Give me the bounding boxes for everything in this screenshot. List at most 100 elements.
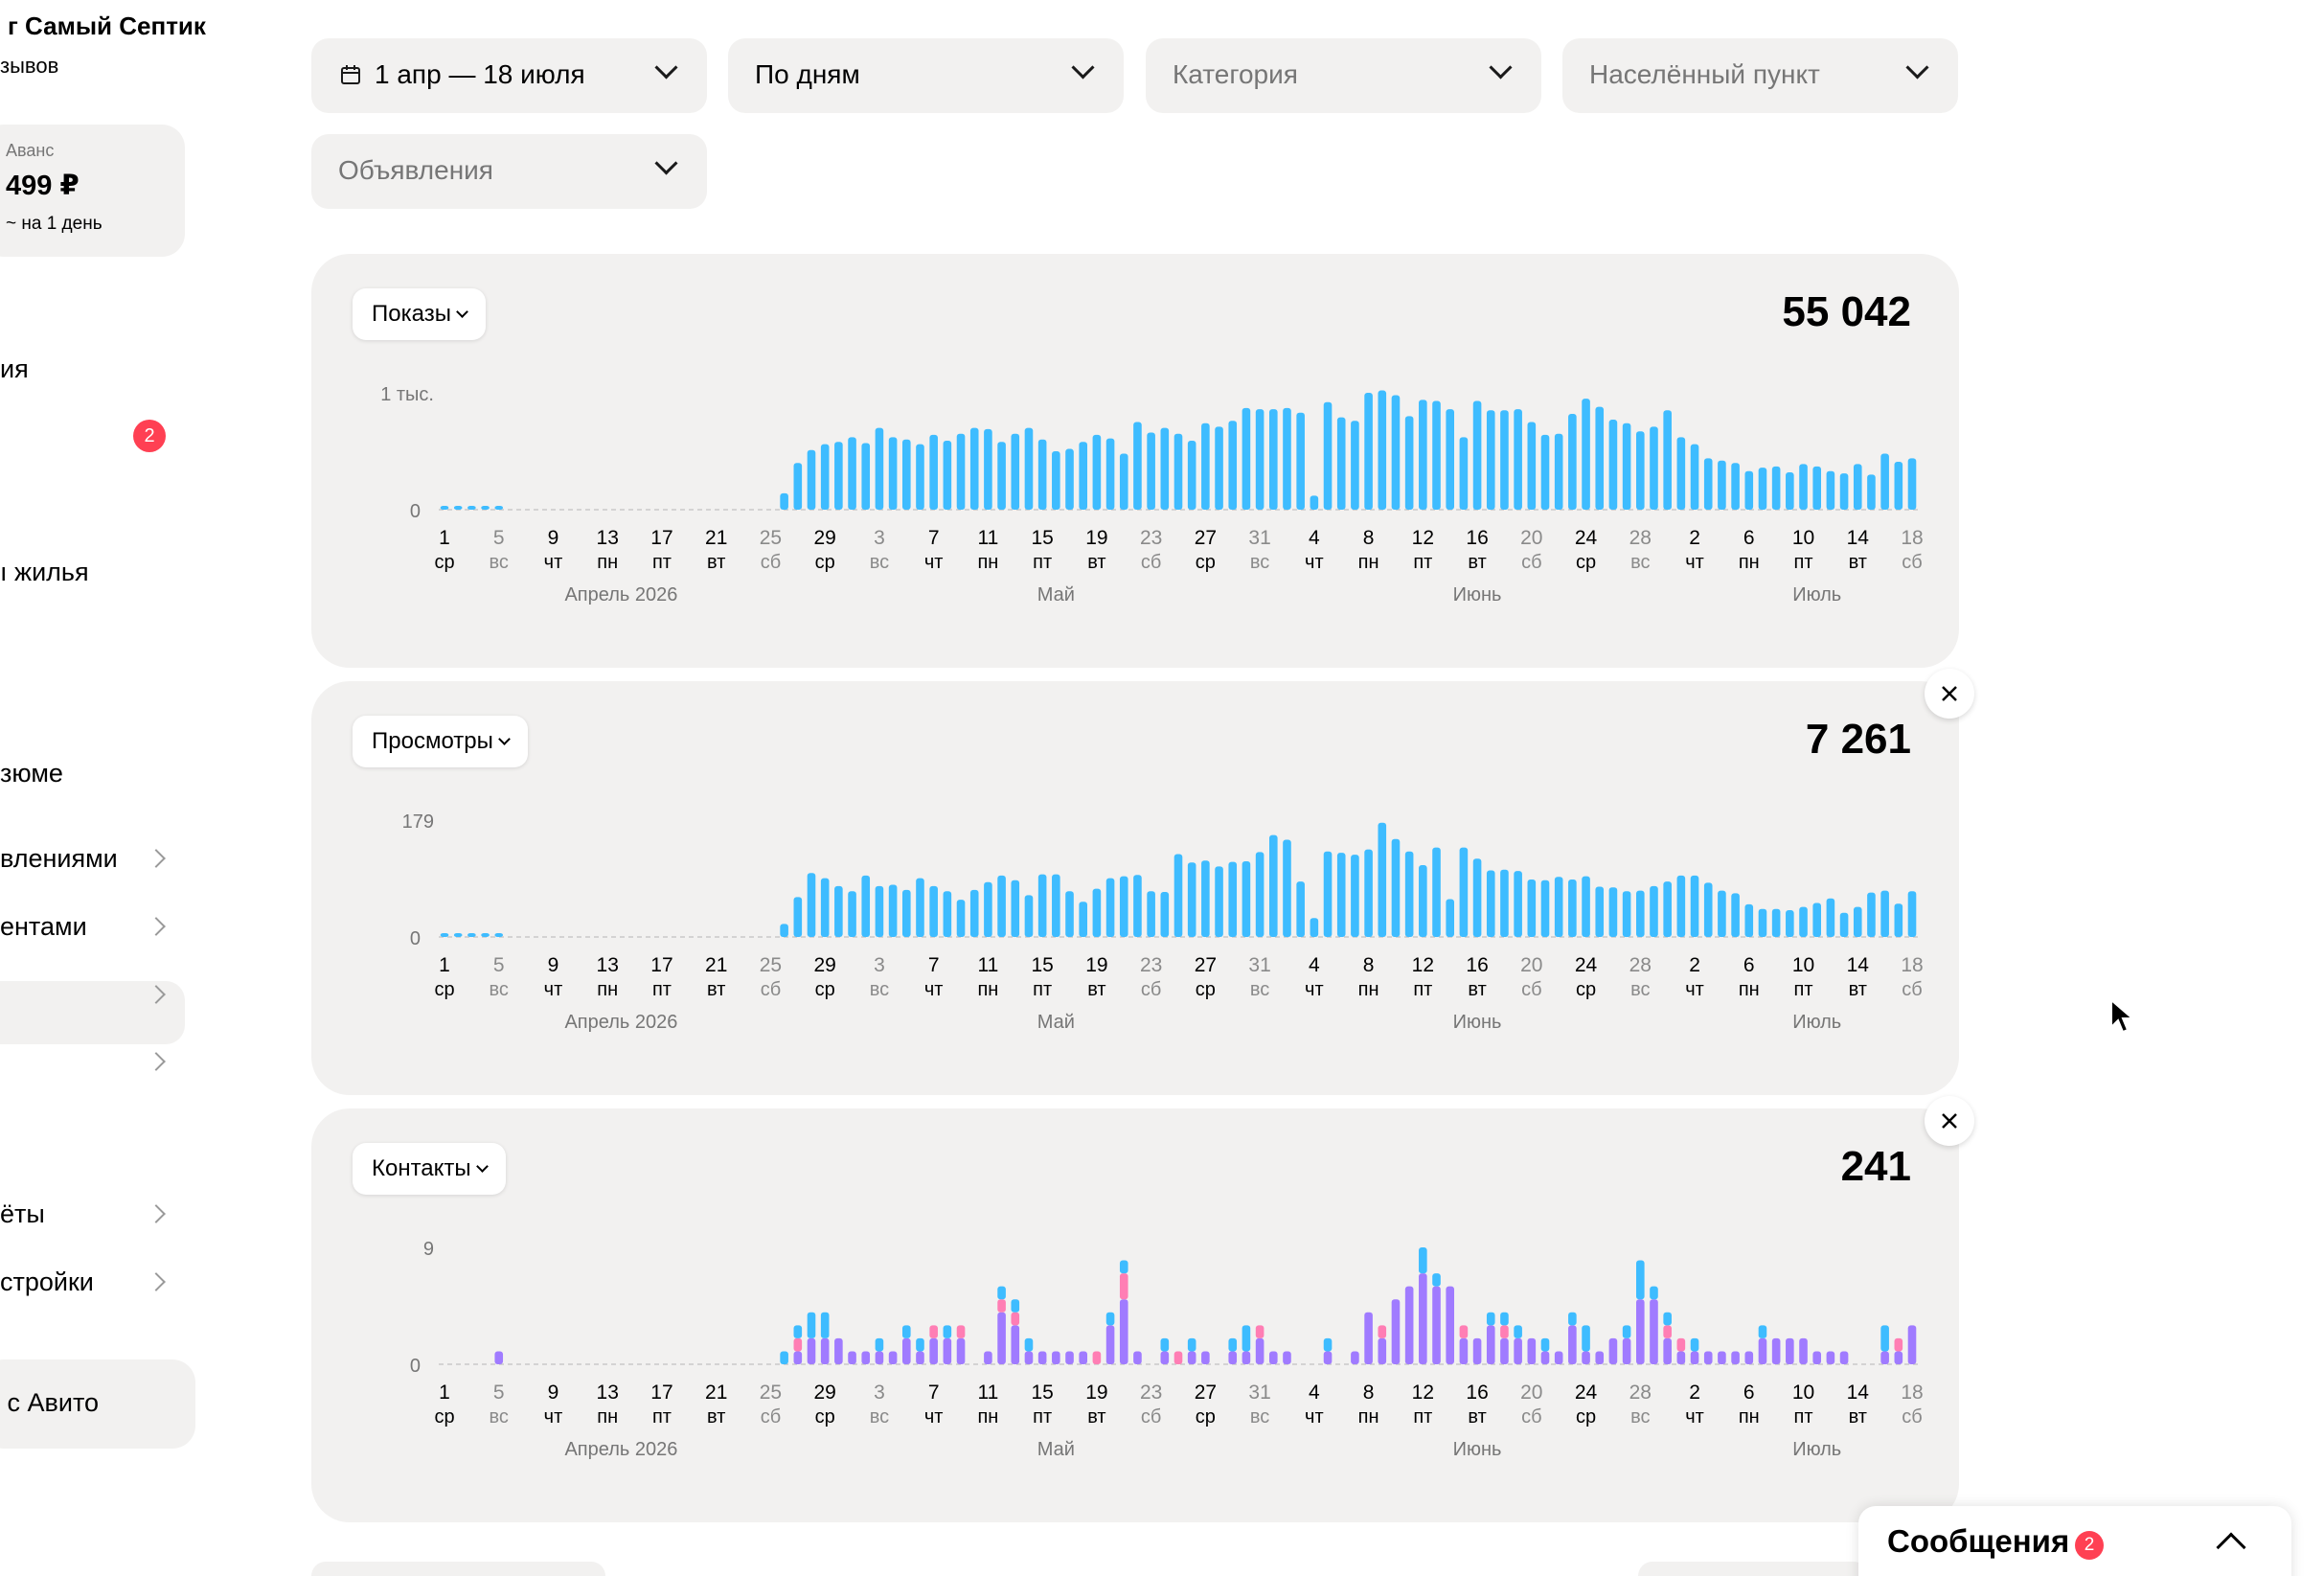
bar <box>1079 442 1088 510</box>
bar <box>1676 1337 1686 1352</box>
x-tick-day-label: 13 <box>597 1382 619 1404</box>
balance-card[interactable]: Аванс 499 ₽ ~ на 1 день <box>0 125 185 257</box>
bar <box>780 1351 788 1364</box>
x-tick-day-label: 13 <box>597 954 619 976</box>
bar <box>1133 875 1142 937</box>
bar <box>1744 903 1754 937</box>
bar <box>481 933 490 937</box>
x-tick-weekday-label: сб <box>1141 979 1161 1000</box>
bar <box>793 1351 803 1364</box>
x-tick-weekday-label: пт <box>652 1406 672 1428</box>
sidebar-item-2[interactable]: ı жилья <box>0 558 89 586</box>
bar <box>1907 891 1917 937</box>
x-tick-day-label: 18 <box>1901 527 1923 549</box>
bar <box>1242 1351 1251 1364</box>
x-tick-weekday-label: ср <box>1576 552 1596 573</box>
sidebar-item-0[interactable]: ия <box>0 354 29 383</box>
chevron-right-icon[interactable] <box>147 1204 166 1223</box>
close-icon <box>1942 686 1957 701</box>
bar <box>1540 879 1550 937</box>
bar <box>1595 1351 1605 1364</box>
sidebar-bottom-card[interactable]: с Авито <box>0 1359 195 1449</box>
x-tick-day-label: 11 <box>978 527 999 549</box>
bar <box>997 1299 1006 1313</box>
remove-views-chart-button[interactable] <box>1925 669 1974 719</box>
bar <box>1663 1325 1672 1338</box>
bar <box>1378 390 1387 510</box>
x-tick-day-label: 20 <box>1520 1382 1542 1404</box>
metric-select-views[interactable]: Просмотры <box>353 716 528 767</box>
bottom-control-peek <box>311 1562 605 1576</box>
locality-select[interactable]: Населённый пункт <box>1562 38 1958 113</box>
x-tick-weekday-label: чт <box>544 1406 563 1428</box>
month-label: Июнь <box>1453 1012 1502 1033</box>
bar <box>481 506 490 510</box>
bar <box>1378 1325 1387 1338</box>
date-range-value: 1 апр — 18 июля <box>375 59 585 89</box>
bar <box>1826 898 1835 937</box>
metric-select-impressions[interactable]: Показы <box>353 288 486 340</box>
date-range-select[interactable]: 1 апр — 18 июля <box>311 38 707 113</box>
bar <box>1731 1351 1740 1364</box>
x-tick-day-label: 27 <box>1195 954 1217 976</box>
bar <box>1676 1351 1686 1364</box>
x-tick-weekday-label: чт <box>1305 979 1324 1000</box>
x-tick-weekday-label: пт <box>1794 1406 1813 1428</box>
x-tick-day-label: 3 <box>874 954 885 976</box>
x-tick-weekday-label: ср <box>434 552 454 573</box>
bar <box>1011 879 1020 937</box>
bar <box>1160 1337 1170 1352</box>
bar <box>1472 400 1482 510</box>
sidebar-item-8[interactable]: ёты <box>0 1199 45 1228</box>
bar <box>1718 1351 1726 1364</box>
bar <box>494 1351 504 1364</box>
x-tick-weekday-label: пт <box>1033 979 1052 1000</box>
bar <box>1065 891 1074 937</box>
bar <box>1364 849 1373 937</box>
bar <box>1472 858 1482 937</box>
category-select[interactable]: Категория <box>1146 38 1541 113</box>
sidebar-item-3[interactable]: зюме <box>0 759 63 788</box>
bar <box>1065 448 1074 510</box>
x-tick-day-label: 3 <box>874 1382 885 1404</box>
bar <box>984 428 992 510</box>
bar <box>1500 1312 1509 1326</box>
bar <box>834 1337 843 1364</box>
bar <box>1378 1337 1387 1364</box>
ads-select[interactable]: Объявления <box>311 134 707 209</box>
chevron-right-icon[interactable] <box>147 1272 166 1291</box>
chevron-right-icon[interactable] <box>147 849 166 868</box>
messages-widget[interactable]: Сообщения 2 <box>1858 1506 2291 1576</box>
sidebar-item-4[interactable]: влениями <box>0 844 118 873</box>
close-icon <box>1942 1113 1957 1129</box>
bar <box>1255 409 1265 510</box>
sidebar-item-5[interactable]: ентами <box>0 912 87 941</box>
chevron-right-icon[interactable] <box>147 1052 166 1071</box>
metric-select-contacts[interactable]: Контакты <box>353 1143 506 1195</box>
reviews-link[interactable]: зывов <box>0 54 59 78</box>
bar <box>901 889 911 937</box>
bar <box>1894 1337 1903 1352</box>
grouping-select[interactable]: По дням <box>728 38 1124 113</box>
remove-contacts-chart-button[interactable] <box>1925 1096 1974 1146</box>
x-tick-weekday-label: вс <box>870 1406 889 1428</box>
sidebar-item-9[interactable]: стройки <box>0 1268 94 1296</box>
bar <box>1105 438 1115 510</box>
x-tick-weekday-label: пт <box>1413 979 1432 1000</box>
bar <box>1268 1351 1278 1364</box>
bar <box>1663 1337 1672 1364</box>
ads-placeholder: Объявления <box>338 155 493 185</box>
chevron-right-icon[interactable] <box>147 917 166 936</box>
x-tick-weekday-label: чт <box>544 552 563 573</box>
bar <box>901 439 911 510</box>
bar <box>1187 1337 1196 1352</box>
y-tick-label: 0 <box>410 928 421 949</box>
bar <box>1568 1312 1577 1326</box>
x-tick-day-label: 31 <box>1248 1382 1270 1404</box>
chevron-up-icon[interactable] <box>2216 1532 2246 1563</box>
bar <box>1514 1337 1522 1364</box>
bar <box>1853 464 1862 510</box>
grouping-value: По дням <box>755 59 860 89</box>
account-name[interactable]: г Самый Септик <box>8 11 206 40</box>
bar <box>1595 406 1605 510</box>
